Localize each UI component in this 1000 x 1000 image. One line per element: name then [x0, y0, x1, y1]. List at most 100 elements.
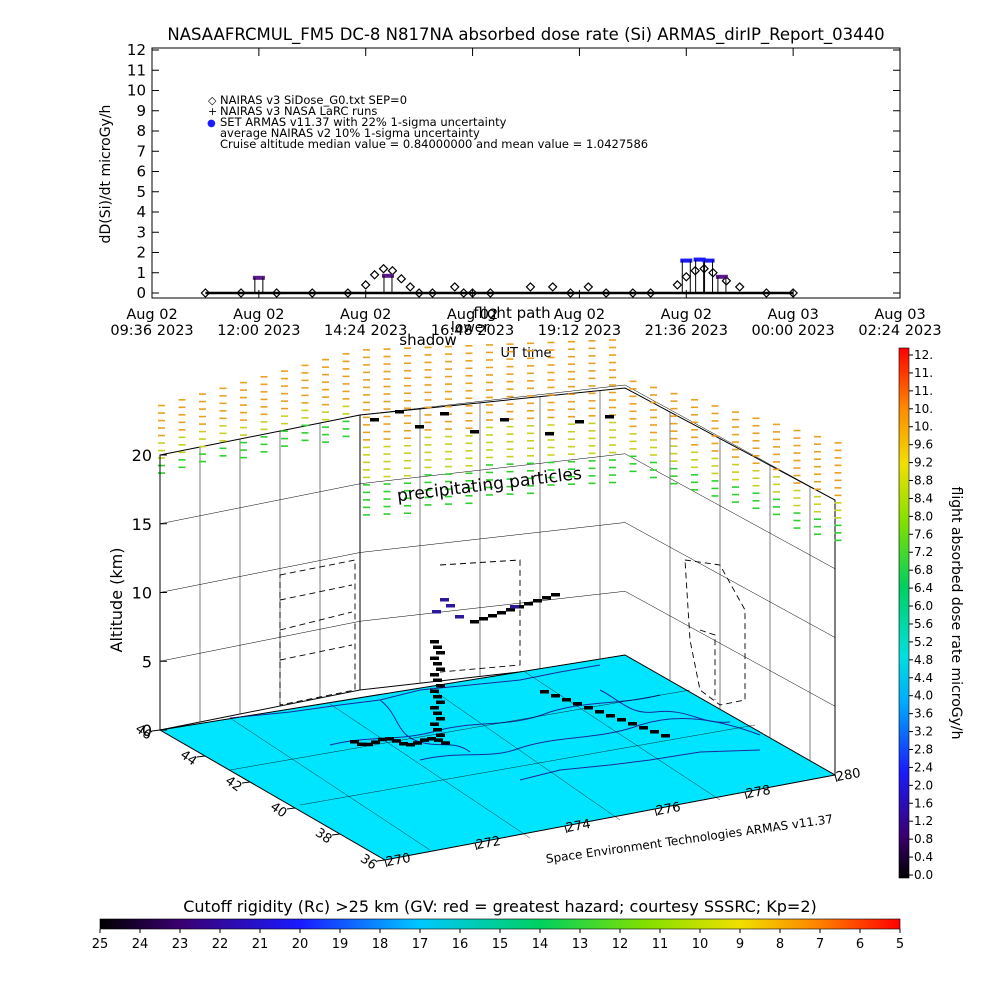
flight-marker [510, 605, 519, 609]
x-tick-label-time: 02:24 2023 [858, 323, 941, 339]
flight-marker [551, 593, 560, 597]
flight-path-markers [350, 410, 670, 747]
nairas-data-point [645, 288, 656, 298]
flight-marker [399, 741, 408, 746]
flight-marker [506, 608, 515, 612]
legend-entry: NAIRAS v3 SiDose_G0.txt SEP=0 [220, 93, 407, 107]
flight-marker [542, 596, 551, 600]
nairas-data-point [396, 273, 407, 284]
flight-marker [433, 695, 442, 699]
legend-symbol-plus-icon: + [208, 105, 217, 118]
nairas-data-point [583, 282, 594, 292]
x-tick-label-date: Aug 02 [340, 307, 391, 323]
rigidity-tick-label: 12 [612, 937, 629, 952]
longitude-ticks: 270 272 274 276 278 280 [384, 766, 862, 870]
y-tick-label: 0 [136, 284, 146, 302]
x-tick-label-date: Aug 02 [233, 307, 284, 323]
map-graticule [524, 671, 721, 801]
armas-data-point [381, 273, 394, 278]
nairas-data-point [387, 265, 398, 276]
rigidity-colorbar-label: Cutoff rigidity (Rc) >25 km (GV: red = g… [183, 897, 817, 916]
curtain-outline [279, 559, 356, 706]
x-tick-label-time: 19:12 2023 [538, 323, 621, 339]
map-graticule [159, 654, 626, 731]
flight-marker [430, 689, 439, 693]
x-tick-label-date: Aug 02 [661, 307, 712, 323]
flight-marker [575, 420, 584, 424]
x-tick-label-date: Aug 03 [767, 307, 818, 323]
dose-tick-label: 8.0 [914, 509, 933, 523]
altitude-axis-label: Altitude (km) [107, 548, 126, 653]
dose-tick-label: 3.2 [914, 725, 933, 739]
flight-marker [364, 742, 373, 747]
altitude-tick-label: 10 [132, 584, 152, 603]
flight-marker [436, 733, 445, 737]
rigidity-tick-label: 11 [652, 937, 669, 952]
x-tick-label-time: 16:48 2023 [431, 323, 514, 339]
x-tick-label-date: Aug 02 [126, 307, 177, 323]
rigidity-tick-label: 20 [292, 937, 309, 952]
nairas-v3-series [200, 263, 798, 298]
longitude-tick-label: 278 [745, 783, 772, 802]
rigidity-tick-label: 21 [252, 937, 269, 952]
legend-entry: SET ARMAS v11.37 with 22% 1-sigma uncert… [220, 115, 507, 129]
dose-tick-label: 2.0 [914, 778, 933, 792]
altitude-ticks: 0 5 10 15 20 [132, 446, 167, 740]
flight-marker [500, 418, 509, 422]
nairas-data-point [378, 263, 389, 274]
flight-marker [385, 737, 394, 741]
rigidity-colorbar-gradient [99, 918, 901, 930]
armas-data-point [680, 258, 693, 263]
dose-tick-label: 7.2 [914, 545, 933, 559]
flight-marker [378, 737, 387, 742]
flight-marker [434, 738, 443, 742]
nairas-data-point [681, 271, 692, 282]
flight-marker [455, 615, 464, 619]
dose-tick-label: 7.6 [914, 527, 933, 541]
rigidity-colorbar: Cutoff rigidity (Rc) >25 km (GV: red = g… [92, 897, 904, 952]
rigidity-tick-label: 7 [816, 937, 824, 952]
nairas-data-point [547, 282, 558, 292]
y-tick-label: 5 [136, 183, 146, 201]
curtain-outline [279, 584, 353, 601]
flight-marker [430, 673, 439, 677]
timeseries-x-label: UT time [501, 346, 552, 361]
flight-path-annotation: flight path [473, 304, 550, 322]
coastline-map [159, 654, 836, 861]
longitude-tick-label: 272 [475, 834, 502, 853]
flight-marker [584, 706, 593, 710]
x-tick-label-time: 21:36 2023 [645, 323, 728, 339]
latitude-tick-mark [151, 729, 161, 732]
flight-marker [433, 678, 442, 682]
wall-gridline [159, 590, 836, 707]
flight-marker [357, 742, 366, 747]
flight-marker [650, 730, 659, 734]
x-tick-label-date: Aug 02 [554, 307, 605, 323]
flight-marker [350, 740, 359, 744]
flight-marker [433, 728, 442, 732]
x-tick-label-time: 12:00 2023 [217, 323, 300, 339]
x-tick-label-time: 14:24 2023 [324, 323, 407, 339]
dose-tick-label: 6.0 [914, 599, 933, 613]
nairas-data-point [761, 288, 772, 298]
longitude-tick-mark [384, 859, 388, 868]
flight-marker [436, 667, 445, 671]
dose-tick-label: 6.4 [914, 581, 933, 595]
rigidity-tick-label: 9 [736, 937, 744, 952]
rigidity-colorbar-ticks: 25 24 23 22 21 20 19 18 17 16 15 14 13 12 11 10 9 8 7 6 5 [92, 929, 904, 952]
longitude-tick-mark [834, 774, 838, 783]
figure-title: NASAAFRCMUL_FM5 DC-8 N817NA absorbed dos… [167, 25, 884, 45]
rigidity-tick-label: 10 [692, 937, 709, 952]
dose-tick-label: 1.6 [914, 796, 933, 810]
rigidity-tick-label: 5 [896, 937, 904, 952]
dose-tick-label: 6.8 [914, 563, 933, 577]
altitude-tick-label: 5 [142, 652, 152, 671]
curtain-outline [684, 559, 746, 706]
dose-tick-label: 5.2 [914, 635, 933, 649]
rigidity-tick-label: 8 [776, 937, 784, 952]
dose-tick-label: 2.8 [914, 742, 933, 756]
dose-colorbar-label: flight absorbed dose rate microGy/h [948, 487, 964, 740]
